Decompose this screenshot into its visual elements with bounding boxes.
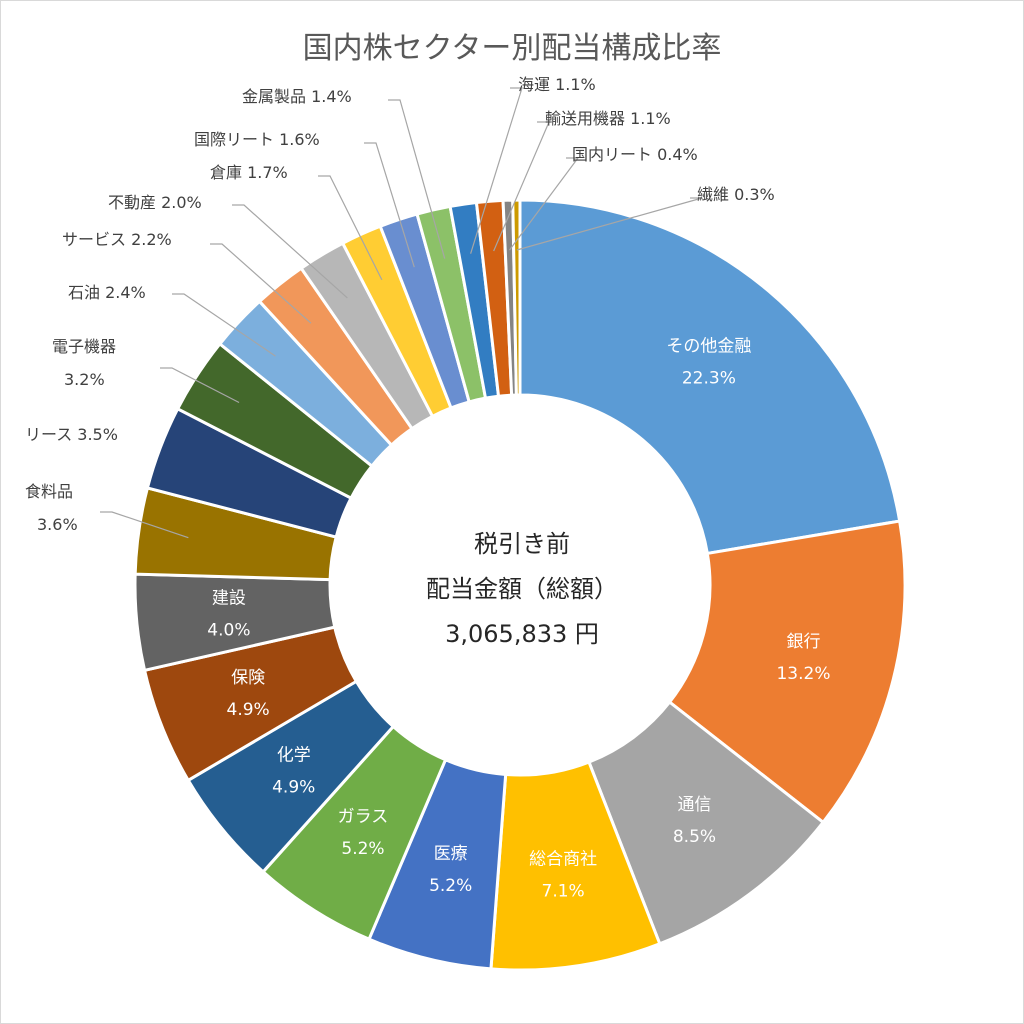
- data-label-value: 5.2%: [429, 876, 472, 896]
- data-label: サービス 2.2%: [62, 230, 172, 249]
- data-label: 国際リート 1.6%: [194, 130, 320, 149]
- data-label-value: 7.1%: [542, 881, 585, 901]
- center-text-line-2: 配当金額（総額）: [426, 575, 618, 603]
- leader-line: [388, 99, 446, 259]
- data-label-category: 保険: [231, 668, 265, 688]
- leader-line: [508, 157, 580, 251]
- data-label-value: 3.6%: [37, 515, 78, 534]
- data-label-category: 電子機器: [52, 337, 116, 356]
- data-label: リース 3.5%: [25, 425, 118, 444]
- leader-line: [172, 293, 276, 357]
- data-label-value: 4.0%: [207, 620, 250, 640]
- leader-line: [210, 243, 312, 324]
- center-text-line-1: 税引き前: [474, 530, 570, 558]
- data-label-value: 22.3%: [682, 369, 736, 389]
- data-label-value: 4.9%: [272, 777, 315, 797]
- data-label-category: 食料品: [25, 482, 73, 501]
- data-label-category: その他金融: [666, 337, 751, 357]
- leader-line: [160, 367, 240, 404]
- leader-line: [470, 87, 523, 254]
- data-label-value: 3.2%: [64, 370, 105, 389]
- slice-その他金融[interactable]: [518, 198, 902, 556]
- leader-line: [100, 511, 189, 539]
- data-label: 不動産 2.0%: [108, 193, 202, 212]
- data-label-category: 建設: [212, 588, 246, 608]
- leader-line: [232, 204, 348, 299]
- data-label: 倉庫 1.7%: [210, 163, 288, 182]
- data-label-category: ガラス: [338, 807, 389, 827]
- data-label-value: 5.2%: [341, 839, 384, 859]
- leader-line: [364, 142, 415, 268]
- data-label: 石油 2.4%: [68, 283, 146, 302]
- leader-line: [516, 197, 703, 251]
- data-label-category: 銀行: [787, 632, 821, 652]
- leader-line: [493, 121, 550, 252]
- chart-title: 国内株セクター別配当構成比率: [303, 31, 722, 66]
- data-label-value: 8.5%: [673, 827, 716, 847]
- data-label: 国内リート 0.4%: [572, 145, 698, 164]
- data-label-category: 医療: [434, 844, 468, 864]
- data-label: 海運 1.1%: [518, 75, 596, 94]
- data-label-value: 13.2%: [776, 664, 830, 684]
- leader-line: [318, 175, 383, 281]
- data-label-category: 通信: [677, 795, 711, 815]
- data-label: 輸送用機器 1.1%: [545, 109, 671, 128]
- data-label-value: 4.9%: [227, 700, 270, 720]
- center-text-line-3: 3,065,833 円: [445, 620, 599, 648]
- data-label-category: 総合商社: [529, 849, 597, 869]
- data-label: 金属製品 1.4%: [242, 87, 352, 106]
- data-label: 繊維 0.3%: [697, 185, 775, 204]
- data-label-category: 化学: [277, 745, 311, 765]
